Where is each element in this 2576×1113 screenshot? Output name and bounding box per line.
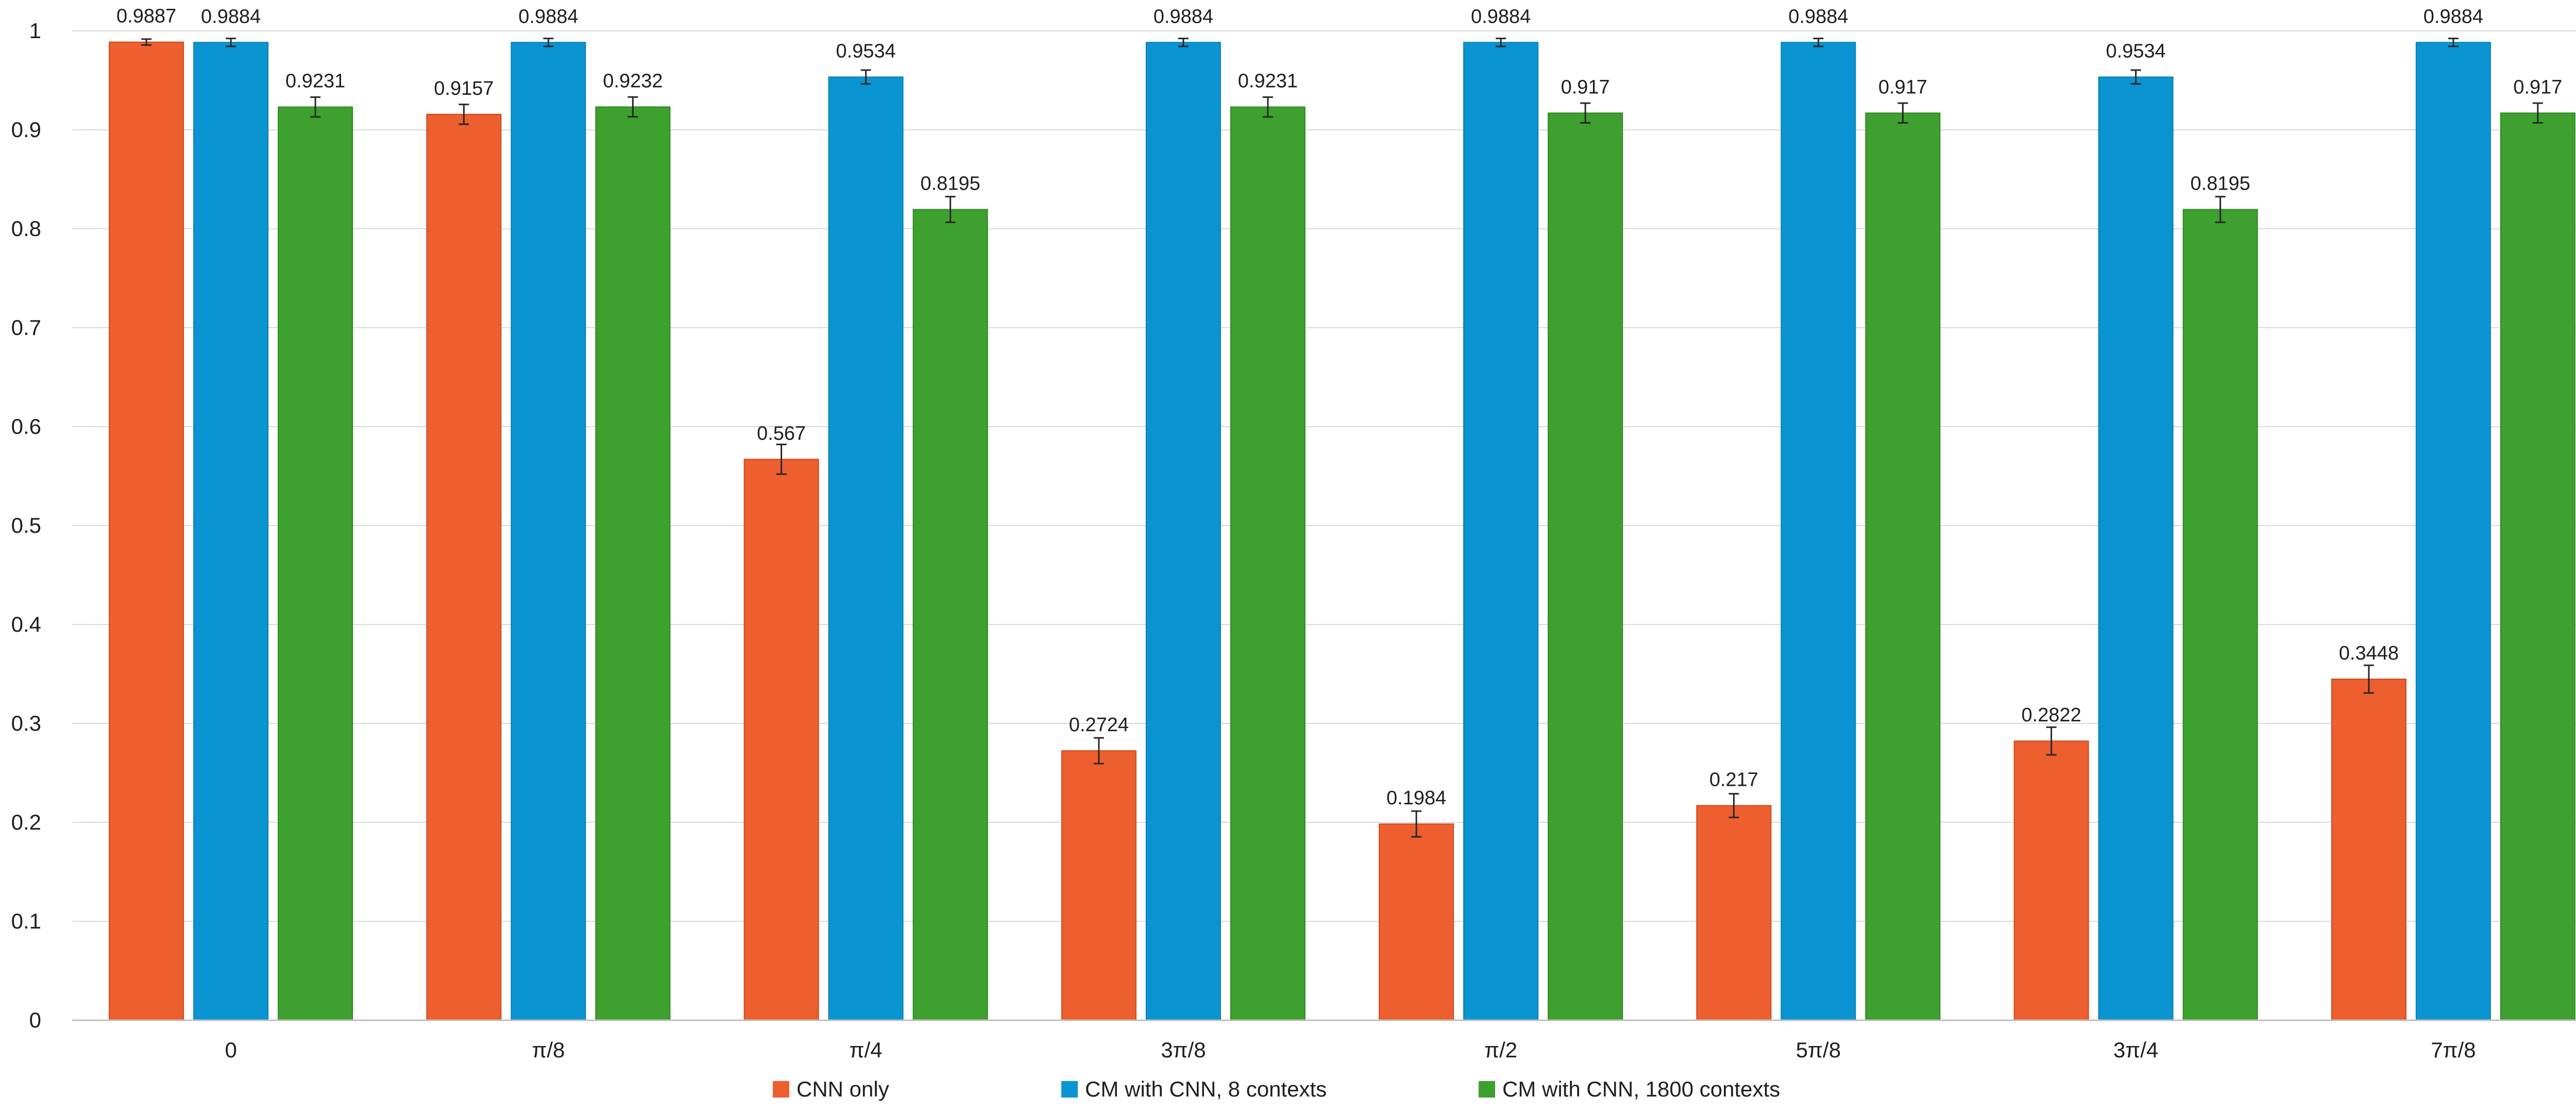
x-tick-label: π/4 <box>850 1038 883 1062</box>
bar <box>828 76 904 1021</box>
legend-swatch <box>1061 1081 1078 1098</box>
bar <box>2415 42 2491 1021</box>
data-label: 0.217 <box>1709 769 1758 790</box>
legend-swatch <box>1479 1081 1495 1098</box>
bar <box>1061 750 1137 1021</box>
y-tick-label: 0.2 <box>11 810 41 834</box>
y-tick-label: 0.3 <box>11 711 41 735</box>
y-tick-label: 0.8 <box>11 216 41 241</box>
bar <box>1379 823 1454 1021</box>
data-label: 0.9534 <box>2106 40 2166 62</box>
x-tick-label: π/8 <box>532 1038 565 1062</box>
bar <box>743 459 819 1021</box>
data-label: 0.9884 <box>201 6 261 27</box>
x-tick-label: 3π/8 <box>1161 1038 1206 1062</box>
data-label: 0.9231 <box>285 71 345 92</box>
bar <box>1145 42 1221 1021</box>
data-label: 0.3448 <box>2339 643 2399 664</box>
data-labels: 0.9887 0.9884 0.9231 0.9157 0.9884 0.9232 0.56… <box>116 6 2562 809</box>
bar <box>2098 76 2174 1021</box>
data-label: 0.9884 <box>2424 6 2483 27</box>
data-label: 0.917 <box>2513 76 2562 98</box>
legend-label: CM with CNN, 1800 contexts <box>1502 1077 1780 1101</box>
bar <box>1865 112 1941 1021</box>
y-tick-label: 0 <box>29 1008 41 1032</box>
y-tick-label: 0.6 <box>11 414 41 439</box>
data-label: 0.8195 <box>2191 173 2250 195</box>
y-tick-label: 1 <box>29 19 41 43</box>
bar <box>1548 112 1623 1021</box>
data-label: 0.9534 <box>836 40 896 62</box>
x-tick-label: 0 <box>225 1038 236 1062</box>
y-tick-label: 0.7 <box>11 315 41 340</box>
bar <box>1696 805 1772 1021</box>
bar <box>595 106 671 1021</box>
legend-label: CM with CNN, 8 contexts <box>1085 1077 1327 1101</box>
legend-swatch <box>773 1081 789 1098</box>
bar <box>2500 112 2575 1021</box>
bar <box>2013 740 2089 1021</box>
bar <box>193 42 269 1021</box>
bars <box>109 41 2575 1021</box>
y-tick-label: 0.4 <box>11 612 41 636</box>
bar <box>2182 209 2258 1021</box>
y-tick-label: 0.9 <box>11 117 41 142</box>
error-bars <box>141 38 2543 838</box>
data-label: 0.917 <box>1561 76 1610 98</box>
data-label: 0.9884 <box>1471 6 1531 27</box>
bar <box>1781 42 1856 1021</box>
data-label: 0.8195 <box>921 173 980 195</box>
bar <box>511 42 586 1021</box>
data-label: 0.9884 <box>518 6 578 27</box>
data-label: 0.2822 <box>2022 704 2081 726</box>
x-tick-label: π/2 <box>1484 1038 1517 1062</box>
data-label: 0.9231 <box>1238 71 1298 92</box>
bar <box>109 41 184 1021</box>
bar <box>278 106 353 1021</box>
legend: CNN only CM with CNN, 8 contexts CM with C… <box>773 1077 1780 1101</box>
x-axis: 0 π/8 π/4 3π/8 π/2 5π/8 3π/4 7π/8 <box>72 1019 2576 1062</box>
y-axis: 0 0.1 0.2 0.3 0.4 0.5 0.6 0.7 0.8 0.9 1 <box>11 19 41 1032</box>
x-tick-label: 5π/8 <box>1796 1038 1841 1062</box>
data-label: 0.9157 <box>434 78 494 99</box>
bar <box>426 113 502 1021</box>
bar <box>1463 42 1539 1021</box>
data-label: 0.917 <box>1878 76 1927 98</box>
data-label: 0.567 <box>757 423 806 444</box>
data-label: 0.9884 <box>1154 6 1213 27</box>
data-label: 0.9232 <box>603 70 663 92</box>
data-label: 0.9884 <box>1788 6 1848 27</box>
y-tick-label: 0.5 <box>11 513 41 537</box>
bar <box>1230 106 1306 1021</box>
bar <box>2331 678 2406 1021</box>
bar <box>912 209 988 1021</box>
data-label: 0.9887 <box>116 6 176 27</box>
data-label: 0.2724 <box>1069 714 1129 736</box>
x-tick-label: 3π/4 <box>2113 1038 2158 1062</box>
data-label: 0.1984 <box>1386 787 1446 809</box>
y-tick-label: 0.1 <box>11 909 41 933</box>
legend-label: CNN only <box>796 1077 889 1101</box>
x-tick-label: 7π/8 <box>2431 1038 2476 1062</box>
